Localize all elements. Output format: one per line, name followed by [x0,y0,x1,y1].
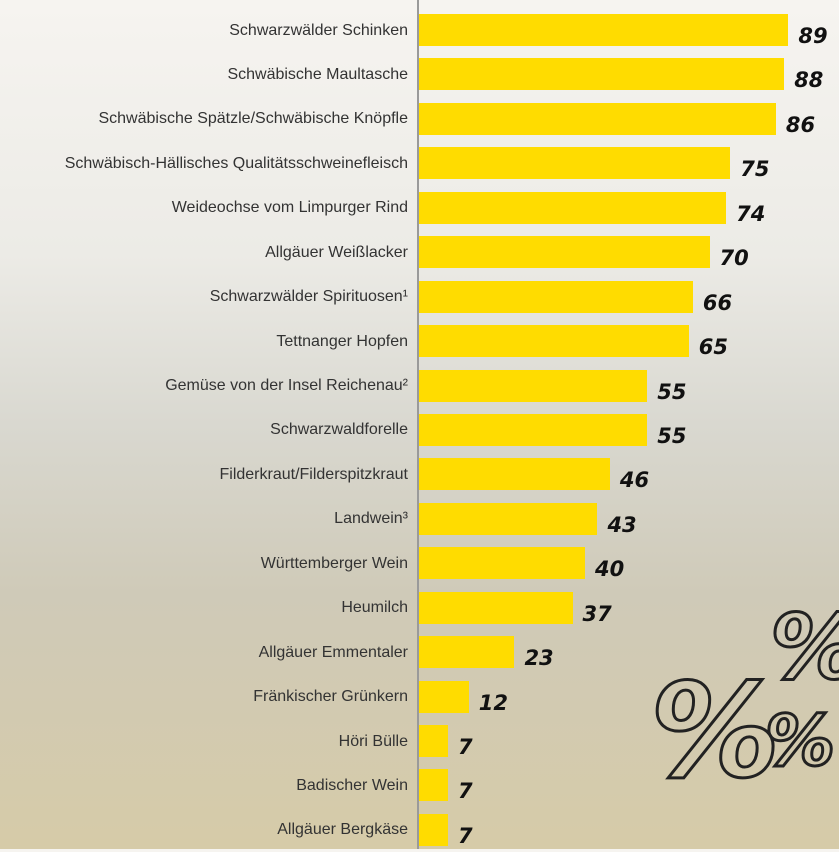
value-label: 23 [524,646,553,670]
value-label: 43 [607,513,636,537]
category-label: Heumilch [0,586,408,630]
category-label: Allgäuer Weißlacker [0,230,408,274]
value-label: 12 [479,691,508,715]
bar [419,414,647,446]
category-label: Tettnanger Hopfen [0,319,408,363]
value-label: 65 [699,335,728,359]
value-label: 7 [458,824,473,848]
category-label: Württemberger Wein [0,541,408,585]
value-label: 74 [736,202,765,226]
value-label: 55 [657,424,686,448]
category-label: Badischer Wein [0,763,408,807]
category-label: Fränkischer Grünkern [0,675,408,719]
value-label: 86 [786,113,815,137]
bar [419,58,784,90]
value-label: 88 [794,68,823,92]
bar [419,592,573,624]
value-label: 70 [720,246,749,270]
bar [419,103,776,135]
category-label: Schwarzwälder Spirituosen¹ [0,275,408,319]
category-label: Landwein³ [0,497,408,541]
value-label: 7 [458,779,473,803]
bar [419,725,448,757]
bar [419,236,710,268]
decoration: % [770,595,839,700]
value-label: 46 [620,468,649,492]
bar [419,547,585,579]
page: % % % (() => { const data = JSON.parse(d… [0,0,839,849]
category-label: Schwäbische Maultasche [0,52,408,96]
decoration: % [765,700,835,782]
value-label: 66 [703,291,732,315]
category-label: Allgäuer Emmentaler [0,630,408,674]
category-label: Schwarzwälder Schinken [0,8,408,52]
bar [419,325,689,357]
category-label: Weideochse vom Limpurger Rind [0,186,408,230]
bar [419,147,730,179]
bar [419,458,610,490]
value-label: 40 [595,557,624,581]
value-label: 7 [458,735,473,759]
category-label: Filderkraut/Filderspitzkraut [0,452,408,496]
decoration: % [650,655,780,807]
category-label: Schwäbisch-Hällisches Qualitätsschweinef… [0,141,408,185]
bar [419,281,693,313]
bar [419,192,726,224]
value-label: 89 [798,24,827,48]
category-label: Allgäuer Bergkäse [0,808,408,852]
value-label: 37 [583,602,612,626]
category-label: Schwarzwaldforelle [0,408,408,452]
value-label: 75 [740,157,769,181]
value-label: 55 [657,380,686,404]
category-label: Höri Bülle [0,719,408,763]
bar [419,14,788,46]
bar [419,636,514,668]
category-label: Gemüse von der Insel Reichenau² [0,364,408,408]
bar [419,681,469,713]
category-label: Schwäbische Spätzle/Schwäbische Knöpfle [0,97,408,141]
bar [419,503,597,535]
bar [419,370,647,402]
bar [419,814,448,846]
bar [419,769,448,801]
